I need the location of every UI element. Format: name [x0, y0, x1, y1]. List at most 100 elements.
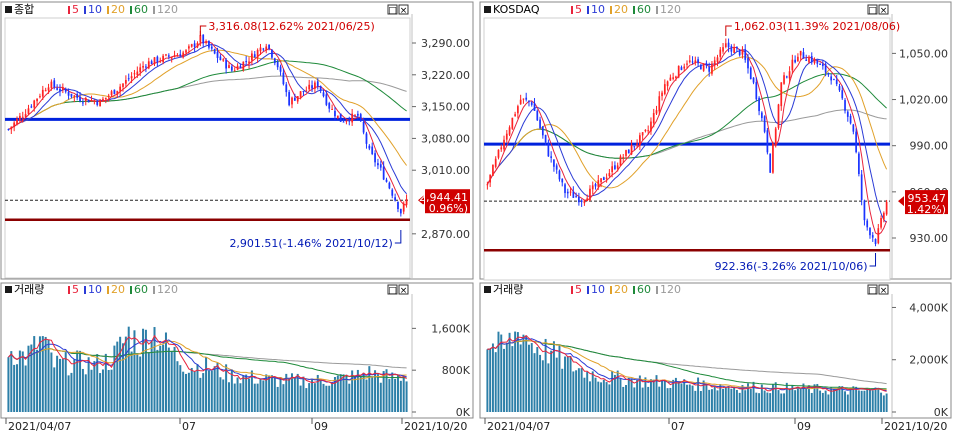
ma-legend-swatch-5 [571, 6, 573, 14]
volume-bar [763, 390, 766, 412]
volume-bar [760, 384, 763, 412]
volume-bar [10, 351, 13, 412]
candle-body [799, 50, 802, 56]
candle-body [53, 80, 56, 88]
candle-body [242, 61, 245, 71]
volume-bar [500, 334, 503, 412]
close-button[interactable] [398, 4, 409, 15]
candle-body [810, 56, 813, 63]
candle-body [316, 81, 319, 87]
candle-body [122, 83, 124, 87]
maximize-button[interactable] [867, 4, 878, 15]
volume-bar [122, 343, 125, 412]
close-button[interactable] [878, 284, 889, 295]
volume-bar [322, 383, 325, 412]
price-legend: KOSDAQ 5 10 20 60 120 □ × [484, 3, 889, 16]
candle-body [362, 121, 365, 133]
candle-body [608, 173, 611, 177]
volume-bar [185, 373, 188, 412]
volume-bar [368, 366, 371, 412]
candle-body [185, 50, 187, 53]
candle-body [342, 121, 345, 123]
volume-bar [816, 383, 819, 412]
low-marker-arrow [394, 230, 402, 244]
candle-body [494, 158, 497, 167]
candle-body [41, 89, 44, 97]
candle-body [47, 87, 50, 91]
volume-bar [683, 379, 686, 412]
volume-bar [167, 347, 170, 412]
candle-body [688, 60, 691, 63]
volume-bar [785, 382, 788, 412]
volume-bar [597, 381, 600, 412]
candle-body [830, 76, 833, 81]
volume-bar [713, 385, 716, 412]
price-plot-area [483, 17, 891, 281]
maximize-button[interactable] [387, 284, 398, 295]
candle-body [368, 145, 371, 149]
candle-body [331, 108, 333, 110]
volume-bar [227, 382, 230, 412]
ma-legend-swatch-120 [656, 6, 658, 14]
candle-body [797, 56, 799, 62]
volume-bar [708, 389, 711, 412]
candle-body [492, 164, 494, 176]
candle-body [572, 191, 575, 198]
candle-body [239, 65, 242, 69]
candle-body [719, 49, 722, 57]
volume-bar [747, 383, 749, 412]
candle-body [276, 61, 279, 68]
volume-bar [376, 374, 379, 412]
volume-bar [187, 372, 190, 412]
volume-bar [539, 354, 542, 412]
last-price-box [905, 190, 948, 215]
candle-body [90, 100, 93, 102]
candle-body [747, 58, 749, 69]
volume-bar [331, 382, 334, 412]
candle-body [136, 71, 139, 75]
candle-body [193, 43, 196, 47]
volume-bar [282, 384, 285, 412]
close-icon: × [400, 286, 408, 296]
volume-bar [56, 355, 59, 412]
candle-body [16, 118, 18, 125]
candle-body [291, 97, 293, 105]
volume-bar [202, 373, 205, 412]
candle-body [33, 100, 36, 108]
close-button[interactable] [878, 4, 889, 15]
candle-body [846, 111, 849, 117]
candle-body [641, 132, 644, 136]
volume-bar [508, 332, 511, 412]
volume-bar [270, 375, 273, 412]
volume-bar [296, 373, 299, 412]
candle-body [541, 126, 544, 136]
date-label: 09 [797, 420, 811, 432]
volume-bar [566, 356, 569, 412]
ma-legend-label-120: 120 [660, 283, 681, 296]
maximize-button[interactable] [867, 284, 878, 295]
candle-body [505, 133, 508, 140]
volume-bar [24, 365, 27, 412]
candle-body [64, 89, 67, 92]
candle-body [30, 106, 33, 108]
volume-bar [351, 370, 354, 412]
maximize-button[interactable] [387, 4, 398, 15]
candle-body [522, 98, 525, 100]
ma-legend-label-20: 20 [111, 3, 125, 16]
candle-body [96, 101, 99, 105]
volume-bar [402, 376, 405, 412]
price-tick-label: 3,150.00 [421, 101, 470, 114]
volume-bar [849, 388, 852, 412]
volume-bar [348, 383, 351, 412]
volume-bar [805, 388, 808, 412]
volume-bar [136, 353, 139, 412]
volume-bar [139, 356, 142, 412]
volume-bar [253, 383, 256, 412]
volume-bar [863, 390, 866, 412]
volume-bar [766, 392, 769, 412]
volume-bar [658, 386, 661, 412]
close-icon: × [880, 6, 888, 16]
candle-body [302, 91, 305, 93]
close-button[interactable] [398, 284, 409, 295]
candle-body [844, 100, 846, 111]
